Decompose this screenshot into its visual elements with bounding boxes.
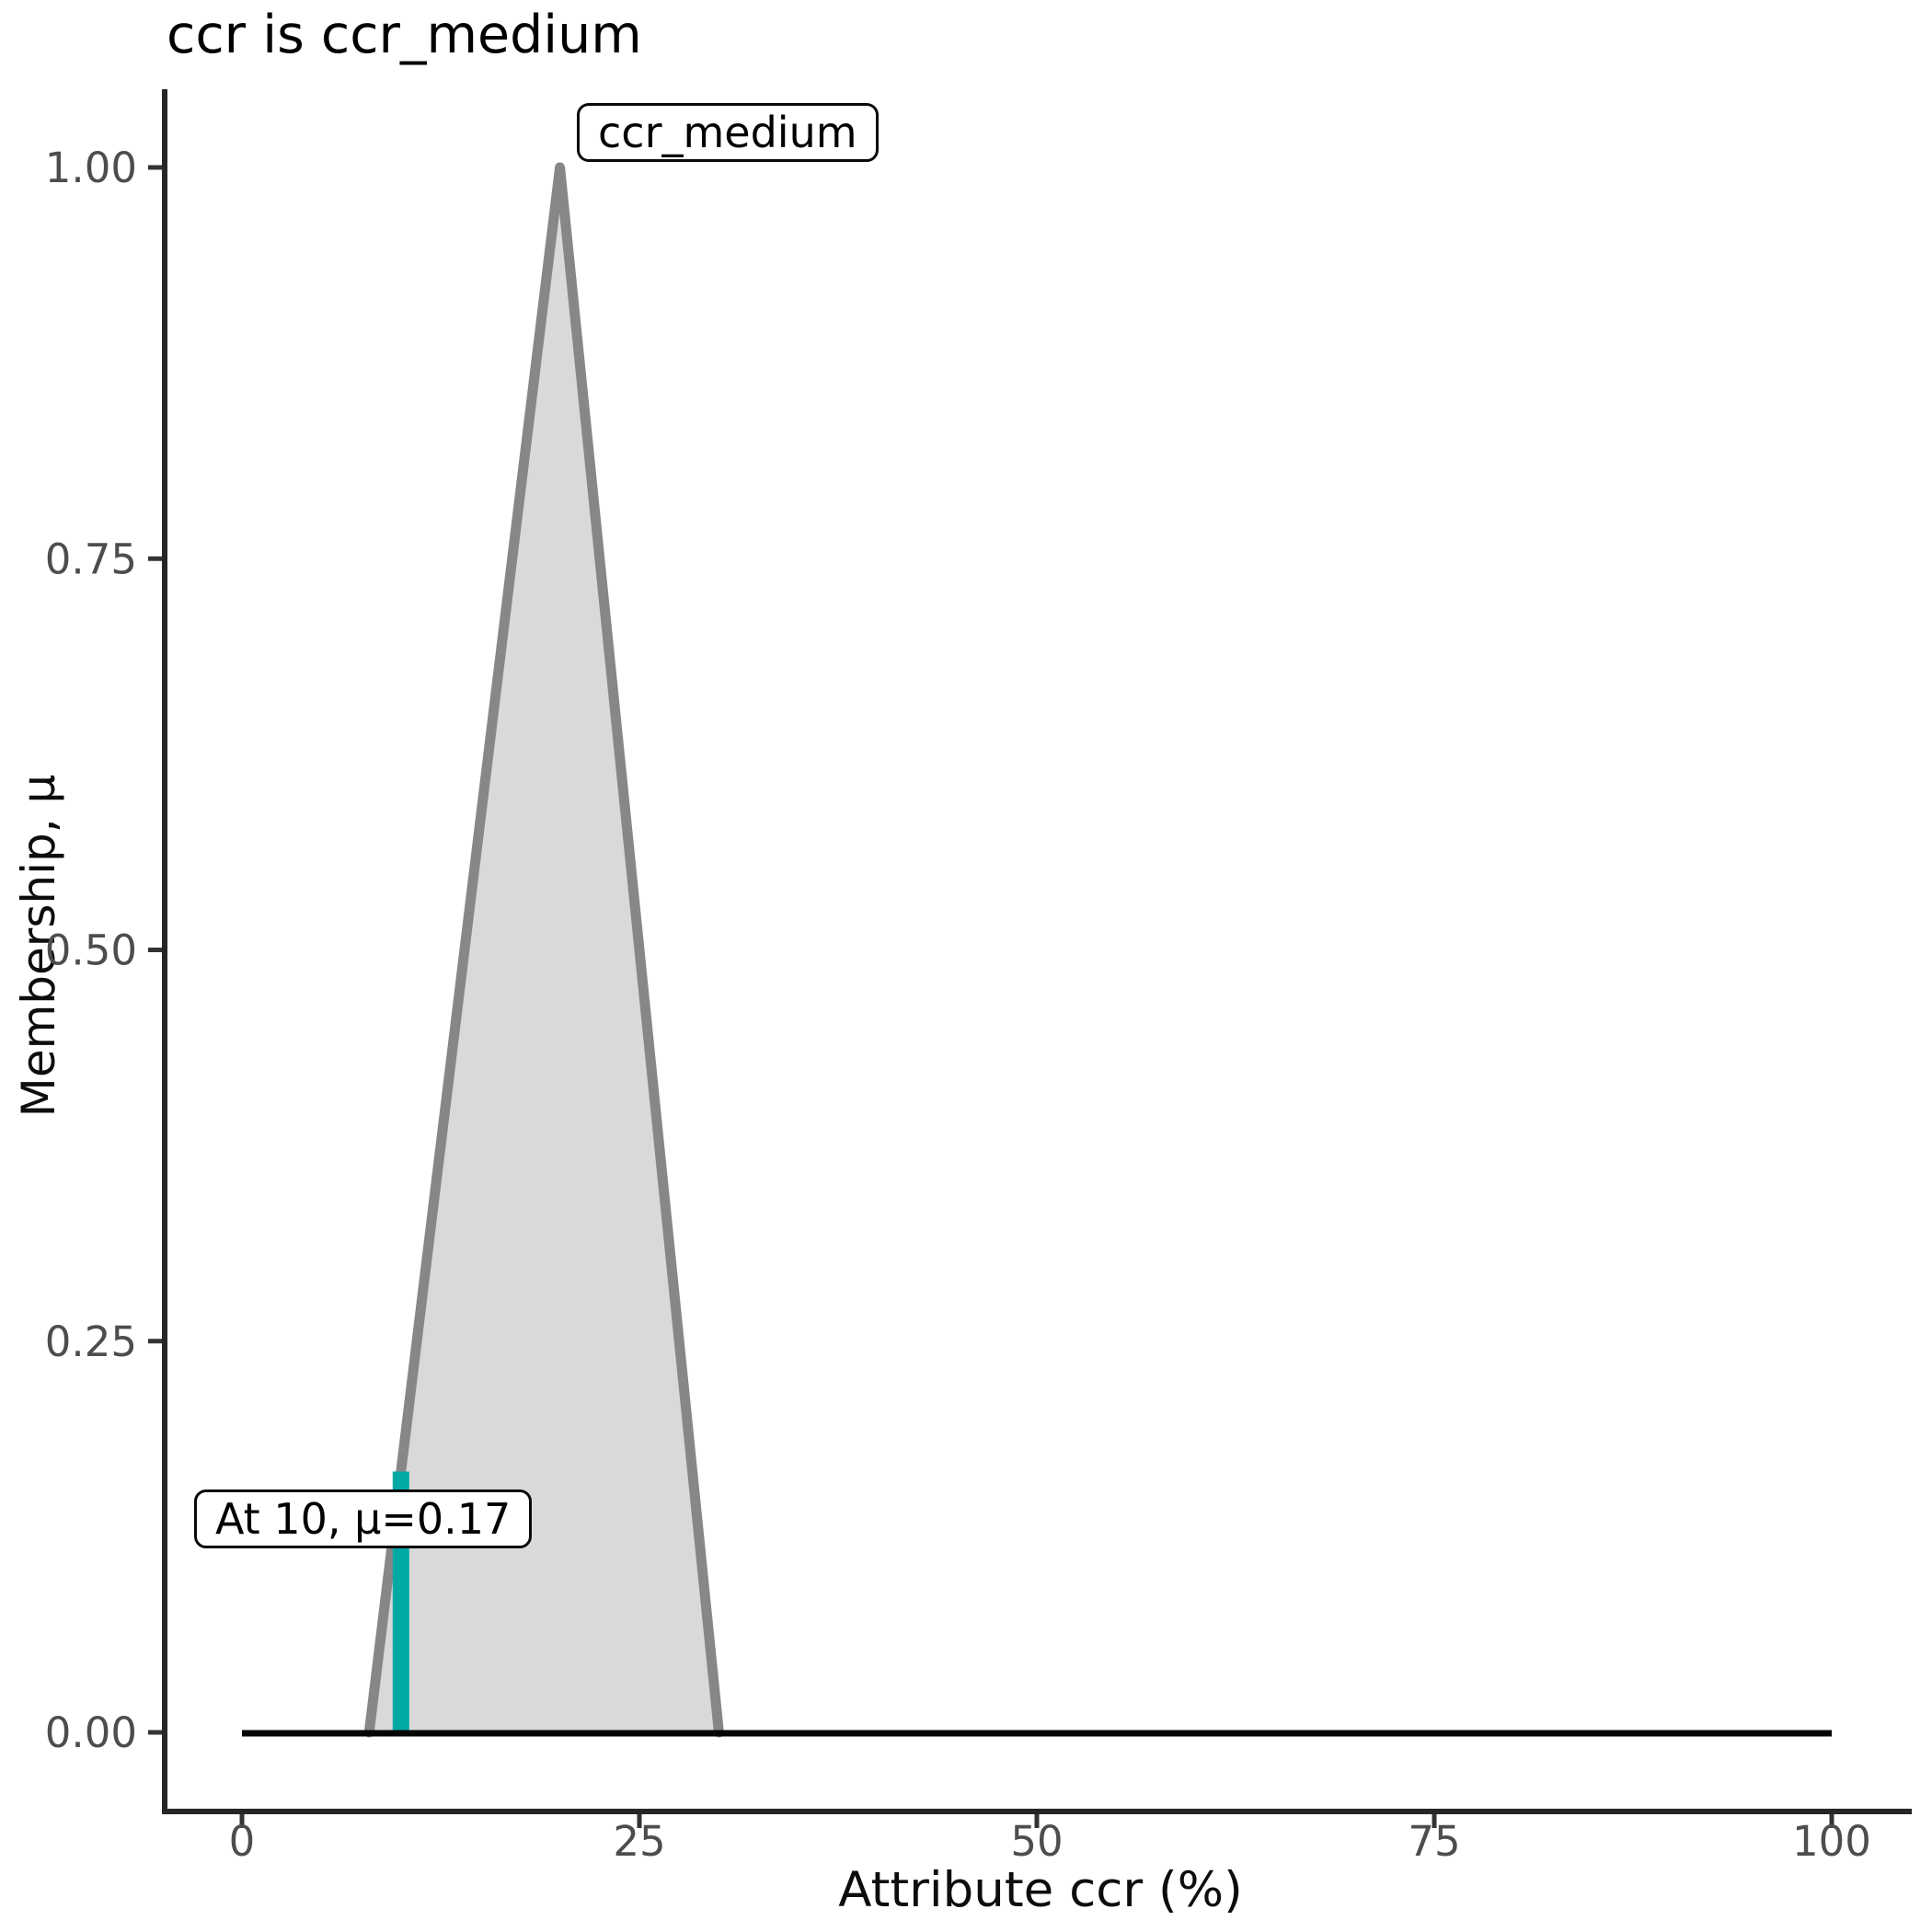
x-tick-label: 0 [229, 1817, 256, 1866]
y-tick-label: 0.25 [45, 1317, 137, 1366]
x-axis-title: Attribute ccr (%) [838, 1862, 1243, 1918]
y-tick-label: 0.00 [45, 1708, 137, 1757]
membership-area-fill [369, 167, 719, 1732]
x-tick-label: 100 [1792, 1817, 1871, 1866]
membership-outline [363, 162, 724, 1738]
chart-title: ccr is ccr_medium [167, 5, 642, 65]
x-tick-label: 50 [1010, 1817, 1063, 1866]
x-tick-label: 25 [613, 1817, 665, 1866]
x-tick-label: 75 [1408, 1817, 1460, 1866]
y-tick-label: 1.00 [45, 144, 137, 192]
y-tick-label: 0.75 [45, 535, 137, 583]
y-tick-label: 0.50 [45, 926, 137, 975]
membership-value-annotation: At 10, μ=0.17 [194, 1489, 533, 1548]
membership-set-label: ccr_medium [577, 103, 879, 162]
